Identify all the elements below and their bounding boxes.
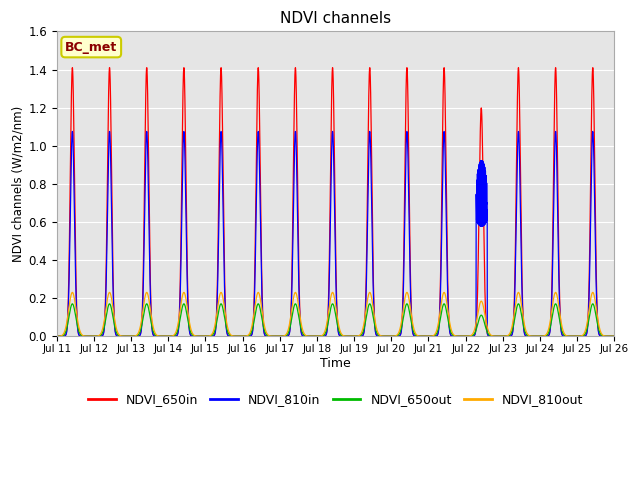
Text: BC_met: BC_met [65, 41, 117, 54]
Legend: NDVI_650in, NDVI_810in, NDVI_650out, NDVI_810out: NDVI_650in, NDVI_810in, NDVI_650out, NDV… [83, 388, 588, 411]
Y-axis label: NDVI channels (W/m2/nm): NDVI channels (W/m2/nm) [11, 106, 24, 262]
Title: NDVI channels: NDVI channels [280, 11, 391, 26]
X-axis label: Time: Time [320, 357, 351, 370]
